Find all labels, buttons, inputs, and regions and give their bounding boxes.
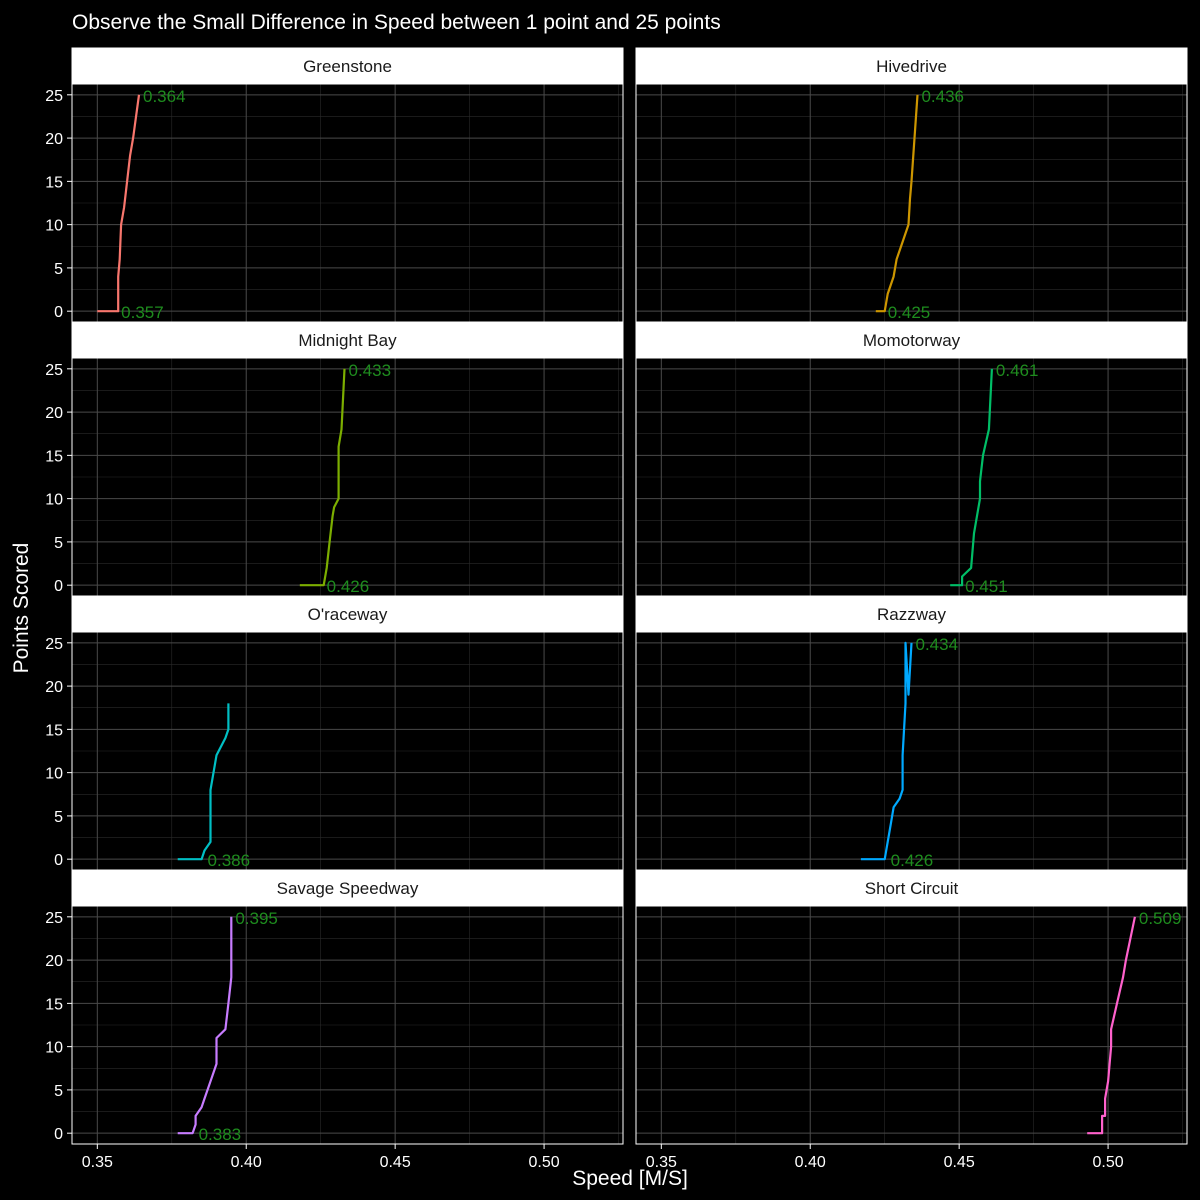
facet-strip [635,321,1188,359]
y-tick-label: 25 [45,910,63,927]
data-label-high: 0.509 [1139,909,1182,928]
data-label-high: 0.395 [235,909,278,928]
y-tick-label: 5 [54,261,63,278]
data-label-low: 0.383 [199,1125,242,1144]
facet-strip-label: Savage Speedway [277,879,419,898]
series-line [97,94,141,313]
y-tick-label: 5 [54,1083,63,1100]
y-tick-label: 10 [45,218,63,235]
y-tick-label: 0 [54,578,63,595]
series-line [1087,916,1136,1135]
data-label-low: 0.386 [208,851,251,870]
facet-strip [635,869,1188,907]
y-tick-label: 15 [45,722,63,739]
y-axis-label: Points Scored [10,543,33,674]
facet-panel: Greenstone 0.357 0.364 0 5 10 15 20 25 [45,47,624,323]
facet-strip-label: Razzway [877,605,946,624]
y-tick-label: 20 [45,405,63,422]
y-tick-label: 15 [45,174,63,191]
y-tick-label: 15 [45,996,63,1013]
x-tick-label: 0.40 [795,1154,826,1171]
y-tick-label: 5 [54,535,63,552]
data-label-high: 0.433 [349,361,392,380]
x-tick-label: 0.35 [82,1154,113,1171]
facet-strip [71,869,624,907]
y-tick-label: 10 [45,492,63,509]
data-label-low: 0.357 [121,303,164,322]
data-label-low: 0.426 [891,851,934,870]
x-tick-label: 0.40 [231,1154,262,1171]
x-axis-label: Speed [M/S] [572,1167,688,1190]
y-tick-label: 10 [45,1040,63,1057]
x-tick-label: 0.35 [646,1154,677,1171]
series-line [177,916,233,1135]
facet-panel: O'raceway 0.386 0 5 10 15 20 25 [45,595,624,871]
facet-panel: Midnight Bay 0.426 0.433 0 5 10 15 20 25 [45,321,624,597]
y-tick-label: 25 [45,362,63,379]
x-tick-label: 0.50 [529,1154,560,1171]
series-line [177,703,230,861]
data-label-high: 0.461 [996,361,1039,380]
series-line [950,368,993,587]
data-label-high: 0.434 [916,635,959,654]
y-tick-label: 5 [54,809,63,826]
x-tick-label: 0.45 [944,1154,975,1171]
data-label-low: 0.426 [327,577,370,596]
data-label-low: 0.451 [965,577,1008,596]
y-tick-label: 25 [45,636,63,653]
facet-panel: Savage Speedway 0.383 0.395 0 5 10 15 20 25 0.35 0… [45,869,624,1171]
facet-panels: Greenstone 0.357 0.364 0 5 10 15 20 25 Hivedrive 0… [45,47,1188,1171]
facet-strip-label: Midnight Bay [298,331,397,350]
panel-border [635,905,1188,1145]
facet-panel: Momotorway 0.451 0.461 [635,321,1188,597]
facet-panel: Hivedrive 0.425 0.436 [635,47,1188,323]
series-line [299,368,346,587]
x-tick-label: 0.50 [1093,1154,1124,1171]
y-tick-label: 0 [54,1126,63,1143]
series-line [860,641,913,861]
y-tick-label: 15 [45,448,63,465]
facet-panel: Razzway 0.426 0.434 [635,595,1188,871]
y-tick-label: 20 [45,131,63,148]
y-tick-label: 10 [45,766,63,783]
data-label-low: 0.425 [888,303,931,322]
facet-strip-label: Greenstone [303,57,392,76]
y-tick-label: 20 [45,953,63,970]
facet-strip [635,47,1188,85]
facet-strip [71,321,624,359]
facet-strip-label: Short Circuit [865,879,959,898]
facet-strip-label: Momotorway [863,331,961,350]
data-label-high: 0.364 [143,87,186,106]
facet-panel: Short Circuit 0.509 0.35 0.40 0.45 0.50 [635,869,1188,1171]
facet-strip [71,47,624,85]
chart-title: Observe the Small Difference in Speed be… [72,11,721,34]
y-tick-label: 25 [45,88,63,105]
y-tick-label: 20 [45,679,63,696]
panel-border [71,905,624,1145]
y-tick-label: 0 [54,304,63,321]
facet-strip-label: O'raceway [308,605,388,624]
y-tick-label: 0 [54,852,63,869]
data-label-high: 0.436 [921,87,964,106]
x-tick-label: 0.45 [380,1154,411,1171]
facet-strip-label: Hivedrive [876,57,947,76]
series-line [875,94,919,313]
